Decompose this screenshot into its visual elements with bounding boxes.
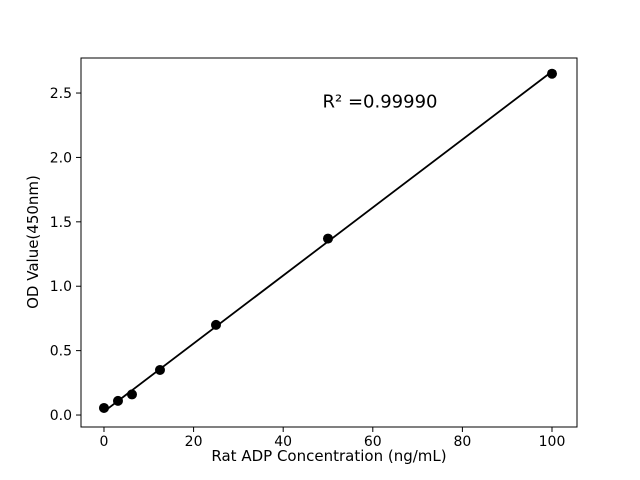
- data-point: [112, 395, 123, 406]
- x-tick-label: 20: [185, 434, 203, 450]
- data-point: [210, 319, 221, 330]
- x-tick-label: 60: [364, 434, 382, 450]
- y-axis-label: OD Value(450nm): [24, 175, 42, 309]
- data-point: [547, 68, 558, 79]
- x-axis-label: Rat ADP Concentration (ng/mL): [211, 447, 447, 465]
- y-tick-label: 2.5: [50, 86, 72, 102]
- y-tick-label: 1.5: [50, 215, 72, 231]
- x-tick-label: 100: [539, 434, 566, 450]
- data-point: [126, 389, 137, 400]
- y-tick-label: 1.0: [50, 279, 72, 295]
- x-tick-label: 80: [453, 434, 471, 450]
- y-tick-label: 0.5: [50, 344, 72, 360]
- x-tick-label: 0: [100, 434, 109, 450]
- y-tick-label: 2.0: [50, 150, 72, 166]
- data-point: [322, 233, 333, 244]
- data-point: [98, 402, 109, 413]
- r-squared-annotation: R² =0.99990: [322, 91, 438, 113]
- data-point: [154, 364, 165, 375]
- y-tick-label: 0.0: [50, 408, 72, 424]
- x-tick-label: 40: [274, 434, 292, 450]
